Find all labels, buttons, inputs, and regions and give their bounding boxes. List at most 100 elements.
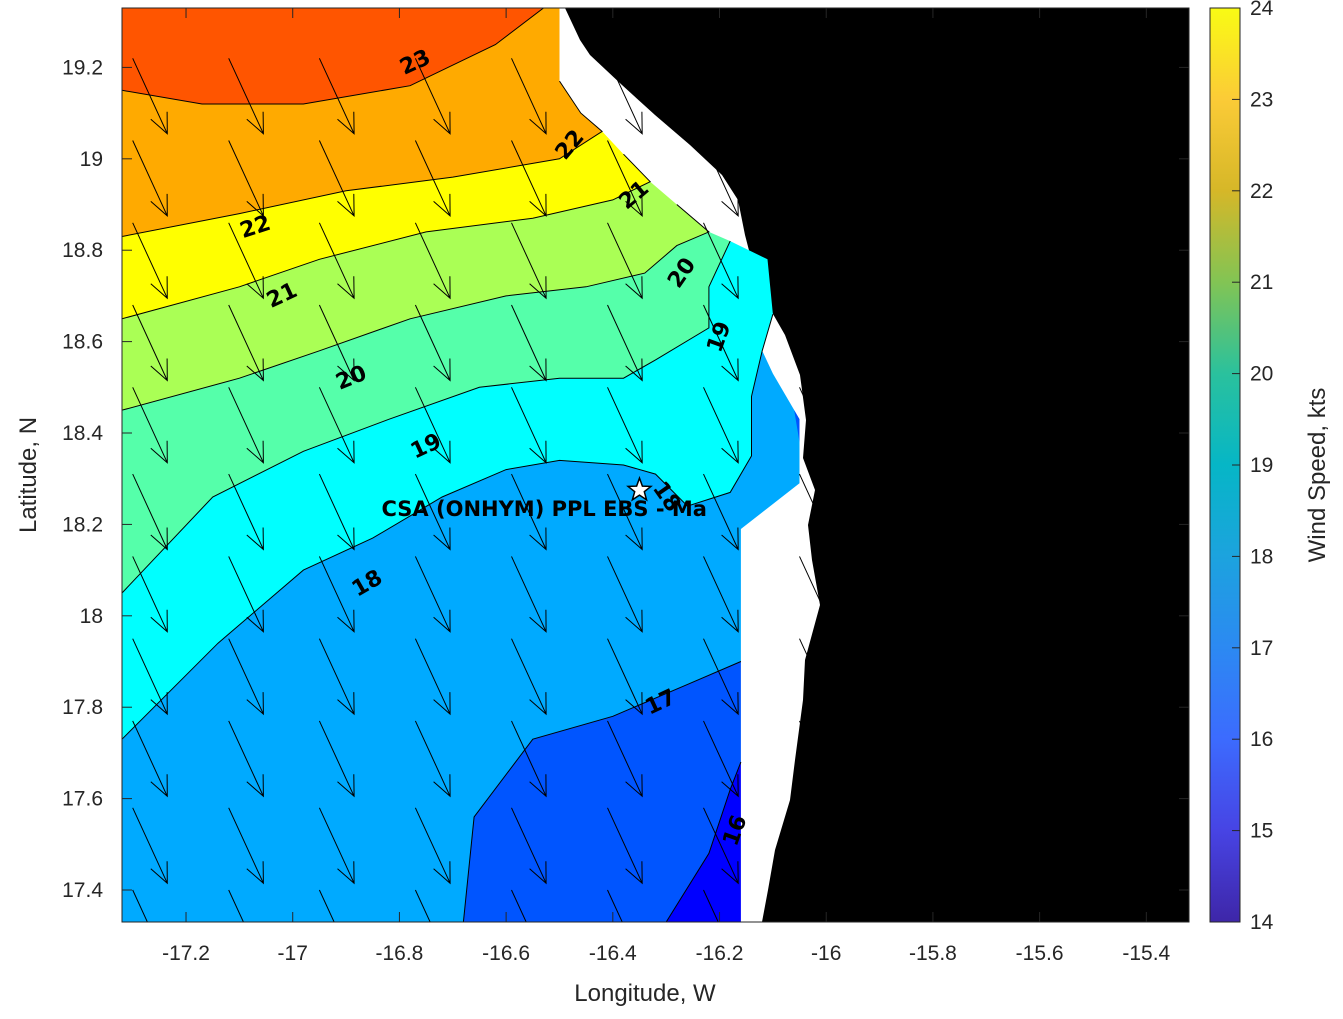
wind-vector-5-1 bbox=[228, 473, 264, 551]
wind-vector-7-4 bbox=[511, 304, 547, 382]
wind-vector-1-4 bbox=[511, 807, 547, 885]
wind-vector-0-6 bbox=[703, 889, 719, 922]
colorbar: 14 15 16 17 18 19 20 21 22 23 24 Wind Speed, kts bbox=[1209, 0, 1331, 934]
contour-line-22 bbox=[122, 80, 603, 237]
y-tick-label-2: 17.8 bbox=[62, 696, 103, 719]
wind-vector-3-2 bbox=[318, 638, 355, 716]
wind-vector-8-4 bbox=[511, 222, 547, 300]
y-tick-label-6: 18.6 bbox=[62, 331, 103, 354]
colorbar-tick-label-2: 16 bbox=[1250, 728, 1273, 751]
wind-vector-6-6 bbox=[703, 387, 739, 464]
x-tick-label-8: -15.6 bbox=[1016, 942, 1064, 965]
wind-vector-2-4 bbox=[511, 720, 547, 798]
y-tick-label-4: 18.2 bbox=[62, 513, 103, 536]
wind-vector-4-2 bbox=[318, 556, 355, 633]
wind-vector-3-3 bbox=[414, 638, 451, 716]
colorbar-tick-label-10: 24 bbox=[1250, 0, 1274, 20]
contour-lines bbox=[122, 8, 774, 922]
wind-vector-0-3 bbox=[414, 889, 431, 922]
contour-band-23-1 bbox=[122, 8, 603, 237]
wind-vector-10-6 bbox=[703, 58, 739, 135]
wind-vector-2-3 bbox=[414, 720, 451, 798]
contour-band-16-8 bbox=[666, 762, 741, 922]
x-tick-label-6: -16 bbox=[811, 942, 841, 965]
y-axis: 17.4 17.6 17.8 18 18.2 18.4 18.6 18.8 19 19.2 bbox=[62, 56, 1189, 902]
contour-band-20-4 bbox=[122, 231, 731, 593]
x-tick-label-7: -15.8 bbox=[909, 942, 957, 965]
wind-vector-9-0 bbox=[132, 140, 168, 218]
contour-line-17 bbox=[462, 661, 742, 922]
wind-vector-10-5 bbox=[607, 58, 643, 135]
wind-vector-5-3 bbox=[414, 473, 451, 551]
contour-line-19 bbox=[122, 240, 731, 594]
wind-vectors bbox=[132, 58, 835, 922]
wind-vector-8-5 bbox=[607, 222, 643, 300]
wind-vector-2-0 bbox=[132, 720, 168, 798]
wind-vector-0-0 bbox=[132, 889, 148, 922]
wind-vector-0-7 bbox=[799, 889, 815, 922]
wind-vector-10-4 bbox=[511, 58, 547, 135]
wind-vector-0-5 bbox=[607, 889, 623, 922]
wind-vector-3-7 bbox=[799, 638, 835, 716]
y-tick-label-7: 18.8 bbox=[62, 239, 103, 262]
wind-vector-8-3 bbox=[414, 222, 451, 300]
y-axis-title: Latitude, N bbox=[15, 417, 42, 533]
x-tick-label-0: -17.2 bbox=[162, 942, 210, 965]
wind-vector-0-2 bbox=[318, 889, 335, 922]
x-tick-label-5: -16.2 bbox=[696, 942, 744, 965]
wind-vector-2-5 bbox=[607, 720, 643, 798]
contour-line-21 bbox=[122, 153, 652, 320]
contour-band-24-0 bbox=[122, 8, 544, 104]
wind-vector-7-6 bbox=[703, 304, 739, 382]
wind-vector-7-0 bbox=[132, 304, 168, 382]
wind-vector-4-0 bbox=[132, 556, 168, 633]
y-tick-label-1: 17.6 bbox=[62, 788, 103, 811]
colorbar-tick-label-4: 18 bbox=[1250, 545, 1273, 568]
wind-vector-7-3 bbox=[414, 304, 451, 382]
wind-vector-4-3 bbox=[414, 556, 451, 633]
wind-vector-6-2 bbox=[318, 387, 355, 464]
wind-vector-1-3 bbox=[414, 807, 451, 885]
wind-vector-2-6 bbox=[703, 720, 739, 798]
colorbar-tick-label-8: 22 bbox=[1250, 180, 1273, 203]
colorbar-ticks: 14 15 16 17 18 19 20 21 22 23 24 bbox=[1232, 0, 1274, 934]
contour-band-19-5 bbox=[122, 241, 773, 740]
site-label: CSA (ONHYM) PPL EBS - Ma bbox=[382, 497, 707, 521]
wind-vector-8-1 bbox=[228, 222, 264, 300]
x-tick-label-9: -15.4 bbox=[1122, 942, 1170, 965]
wind-vector-1-0 bbox=[132, 807, 168, 885]
wind-vector-8-6 bbox=[703, 222, 739, 300]
wind-vector-9-1 bbox=[228, 140, 264, 218]
wind-vector-8-7 bbox=[799, 222, 835, 300]
wind-vector-3-4 bbox=[511, 638, 547, 716]
colorbar-tick-label-9: 23 bbox=[1250, 88, 1273, 111]
wind-vector-6-3 bbox=[414, 387, 451, 464]
wind-vector-4-7 bbox=[799, 556, 835, 633]
wind-vector-0-4 bbox=[511, 889, 527, 922]
wind-vector-7-1 bbox=[228, 304, 264, 382]
wind-vector-3-0 bbox=[132, 638, 168, 716]
wind-vector-5-4 bbox=[511, 473, 547, 551]
wind-vector-3-1 bbox=[228, 638, 264, 716]
colorbar-tick-label-7: 21 bbox=[1250, 271, 1273, 294]
wind-vector-2-2 bbox=[318, 720, 355, 798]
colorbar-tick-label-1: 15 bbox=[1250, 820, 1273, 843]
contour-band-17-7 bbox=[463, 661, 741, 922]
wind-vector-8-2 bbox=[318, 222, 355, 300]
wind-vector-9-2 bbox=[318, 140, 355, 218]
x-tick-label-4: -16.4 bbox=[589, 942, 637, 965]
wind-vector-10-1 bbox=[228, 58, 264, 135]
wind-vector-10-0 bbox=[132, 58, 168, 135]
wind-vector-5-5 bbox=[607, 473, 643, 551]
wind-vector-6-1 bbox=[228, 387, 264, 464]
contour-band-18-6 bbox=[122, 350, 800, 922]
wind-vector-1-1 bbox=[228, 807, 264, 885]
y-tick-label-3: 18 bbox=[80, 605, 103, 628]
wind-vector-4-4 bbox=[511, 556, 547, 633]
x-tick-label-1: -17 bbox=[278, 942, 308, 965]
wind-vector-4-6 bbox=[703, 556, 739, 633]
y-tick-label-5: 18.4 bbox=[62, 422, 103, 445]
